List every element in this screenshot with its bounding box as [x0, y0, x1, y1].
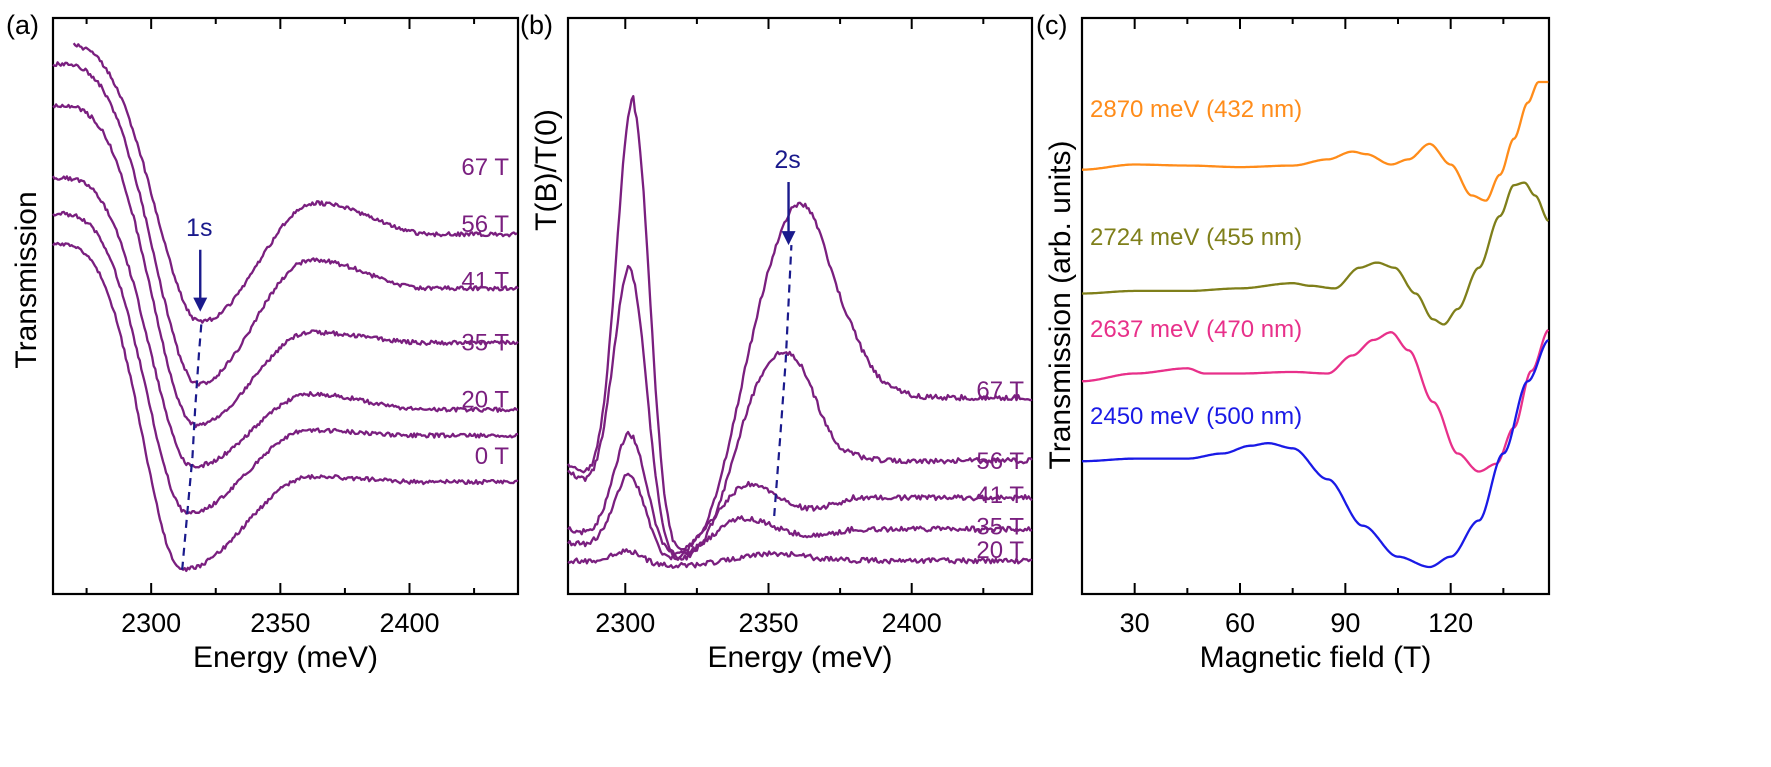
panel-label-b: (b): [520, 10, 553, 40]
dashed-guide-line: [181, 321, 203, 570]
series-label: 56 T: [976, 448, 1024, 475]
x-axis-label: Energy (meV): [193, 641, 378, 674]
series-label: 56 T: [461, 211, 509, 238]
series-line: [567, 95, 1033, 552]
x-tick-label: 2400: [882, 608, 942, 638]
series-label: 20 T: [461, 386, 509, 413]
x-tick-label: 2350: [738, 608, 798, 638]
series-label: 41 T: [976, 482, 1024, 509]
series-line: [1082, 339, 1549, 569]
series-label: 67 T: [976, 377, 1024, 404]
series-label: 20 T: [976, 537, 1024, 564]
series-label: 67 T: [461, 154, 509, 181]
series-label: 2637 meV (470 nm): [1090, 316, 1302, 343]
series-line: [1082, 80, 1549, 202]
annotation-arrowhead: [193, 297, 208, 312]
series-line: [52, 61, 519, 387]
x-tick-label: 2300: [595, 608, 655, 638]
plot-frame-c: [1080, 16, 1551, 596]
series-label: 41 T: [461, 268, 509, 295]
x-tick-label: 2300: [121, 608, 181, 638]
y-axis-label-b: T(B)/T(0): [530, 109, 563, 231]
annotation-label-a: 1s: [186, 214, 212, 242]
series-line: [52, 210, 519, 515]
series-line: [567, 472, 1033, 561]
series-line: [1082, 329, 1550, 473]
y-axis-label-a: Transmission: [10, 191, 43, 368]
series-label: 0 T: [475, 443, 510, 470]
series-label: 35 T: [976, 514, 1024, 541]
x-tick-label: 2400: [379, 608, 439, 638]
annotation-label-b: 2s: [774, 146, 800, 174]
plot-frame-a: [51, 16, 520, 596]
series-line: [52, 175, 519, 469]
series-line: [567, 430, 1033, 556]
x-tick-label: 60: [1225, 608, 1255, 638]
panel-label-a: (a): [6, 10, 39, 40]
x-tick-label: 2350: [250, 608, 310, 638]
y-axis-label-c: Transmission (arb. units): [1044, 141, 1077, 470]
series-label: 2870 meV (432 nm): [1090, 96, 1302, 123]
series-label: 2724 meV (455 nm): [1090, 224, 1302, 251]
x-tick-label: 120: [1428, 608, 1473, 638]
series-line: [1082, 181, 1550, 326]
panel-label-c: (c): [1036, 10, 1067, 40]
series-label: 2450 meV (500 nm): [1090, 403, 1302, 430]
series-line: [52, 241, 519, 573]
plot-frame-b: [566, 16, 1034, 596]
series-line: [567, 548, 1033, 569]
series-line: [72, 42, 518, 324]
annotation-arrowhead: [781, 231, 796, 246]
x-axis-label: Magnetic field (T): [1200, 641, 1432, 674]
series-label: 35 T: [461, 330, 509, 357]
dashed-guide-line: [773, 245, 793, 517]
x-tick-label: 30: [1120, 608, 1150, 638]
x-tick-label: 90: [1330, 608, 1360, 638]
x-axis-label: Energy (meV): [707, 641, 892, 674]
series-line: [567, 264, 1033, 561]
series-line: [52, 103, 519, 429]
